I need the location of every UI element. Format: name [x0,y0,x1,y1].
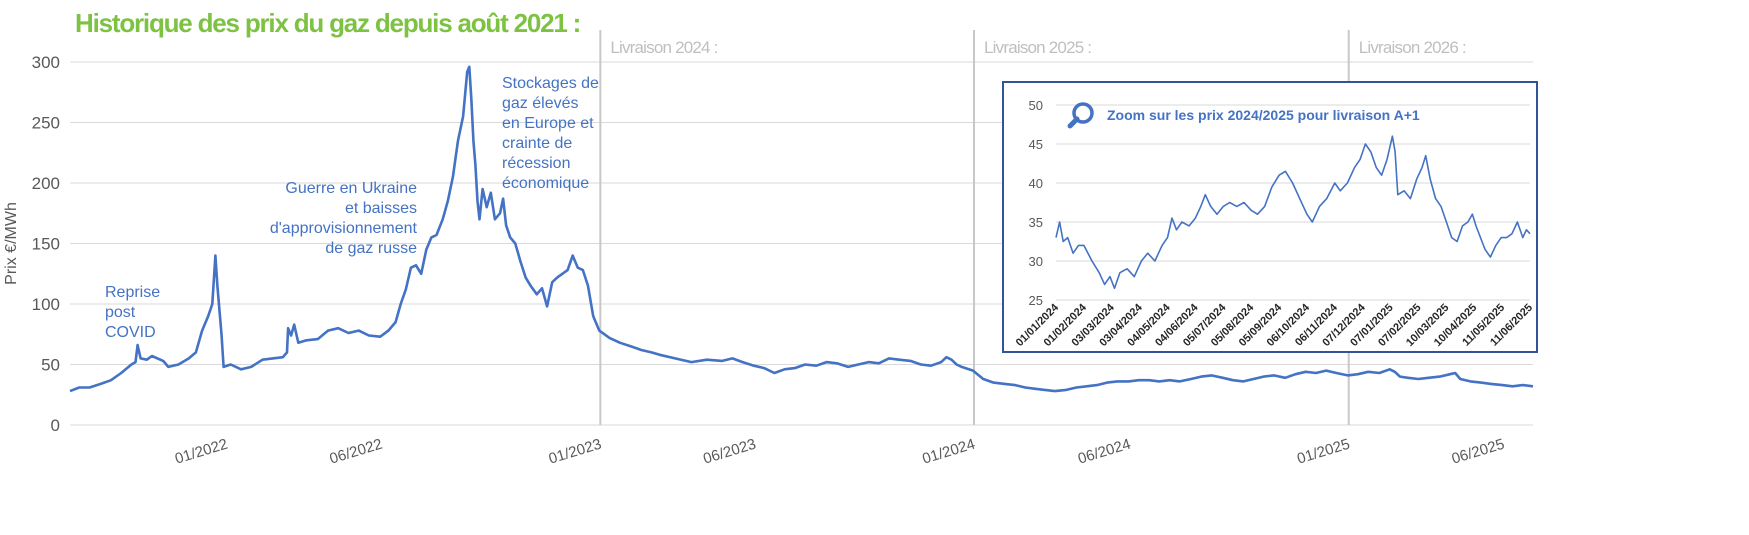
x-tick-label: 01/2022 [173,436,230,468]
annotation-text: post [105,304,136,321]
annotation-text: récession [502,155,570,172]
inset-y-tick-label: 30 [1029,254,1043,269]
delivery-year-label: Livraison 2024 : [610,38,717,57]
inset-y-tick-label: 50 [1029,98,1043,113]
annotation-text: crainte de [502,135,572,152]
x-tick-label: 06/2023 [701,436,758,468]
inset-y-tick-label: 45 [1029,137,1043,152]
inset-y-tick-label: 35 [1029,215,1043,230]
x-tick-label: 06/2024 [1076,436,1133,468]
inset-y-tick-label: 40 [1029,176,1043,191]
annotation-text: Stockages de [502,75,599,92]
y-tick-label: 0 [51,416,60,435]
x-tick-label: 01/2024 [920,436,977,468]
annotation-text: et baisses [345,200,417,217]
y-tick-label: 200 [32,174,60,193]
annotation-text: COVID [105,324,156,341]
y-axis-title: Prix €/MWh [3,202,20,285]
inset-price-series-line [1055,135,1531,290]
annotation-text: gaz élevés [502,95,579,112]
inset-frame [1002,81,1538,353]
annotation-text: Reprise [105,284,160,301]
x-tick-label: 01/2025 [1295,436,1352,468]
y-tick-label: 50 [41,356,60,375]
zoom-inset-chart: 25303540455001/01/202401/02/202403/03/20… [1002,81,1538,353]
y-tick-label: 250 [32,114,60,133]
y-tick-label: 100 [32,295,60,314]
magnifier-handle [1067,116,1080,129]
delivery-year-label: Livraison 2025 : [984,38,1091,57]
y-tick-label: 300 [32,53,60,72]
x-tick-label: 01/2023 [547,436,604,468]
annotation-text: d'approvisionnement [270,220,418,237]
magnifier-icon [1067,102,1094,129]
annotation-text: de gaz russe [325,240,417,257]
inset-y-tick-label: 25 [1029,293,1043,308]
x-tick-label: 06/2022 [328,436,385,468]
annotation-text: en Europe et [502,115,594,132]
y-tick-label: 150 [32,235,60,254]
annotation-text: Guerre en Ukraine [285,180,417,197]
annotation-text: économique [502,175,589,192]
delivery-year-label: Livraison 2026 : [1359,38,1466,57]
x-tick-label: 06/2025 [1450,436,1507,468]
inset-title: Zoom sur les prix 2024/2025 pour livrais… [1107,107,1420,123]
page-title: Historique des prix du gaz depuis août 2… [75,8,581,38]
price-series-line [69,65,1534,393]
